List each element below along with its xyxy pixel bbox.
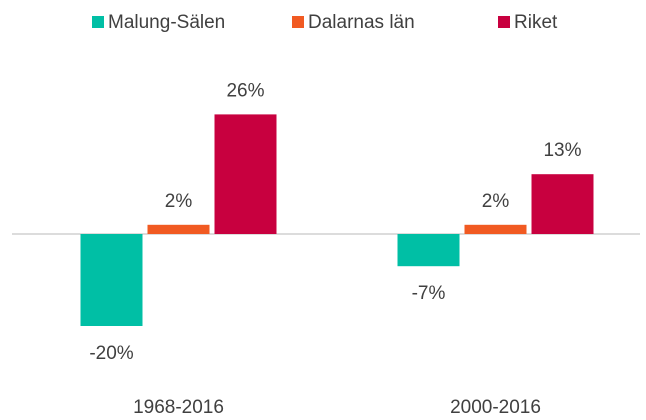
legend-label: Riket xyxy=(514,12,558,33)
legend-label: Malung-Sälen xyxy=(108,12,225,33)
bar xyxy=(464,224,527,234)
bar xyxy=(214,114,277,234)
legend-label: Dalarnas län xyxy=(308,12,415,33)
bar xyxy=(531,174,594,234)
data-label: 13% xyxy=(543,140,581,161)
legend-swatch xyxy=(92,16,104,28)
data-label: 2% xyxy=(482,191,510,212)
bar xyxy=(397,234,460,267)
x-tick-label: 2000-2016 xyxy=(450,397,541,418)
data-label: -20% xyxy=(89,343,133,364)
bar xyxy=(80,234,143,326)
data-label: -7% xyxy=(412,283,446,304)
legend-swatch xyxy=(498,16,510,28)
legend-swatch xyxy=(292,16,304,28)
x-tick-label: 1968-2016 xyxy=(133,397,224,418)
data-label: 26% xyxy=(226,80,264,101)
bar xyxy=(147,224,210,234)
data-label: 2% xyxy=(165,191,193,212)
